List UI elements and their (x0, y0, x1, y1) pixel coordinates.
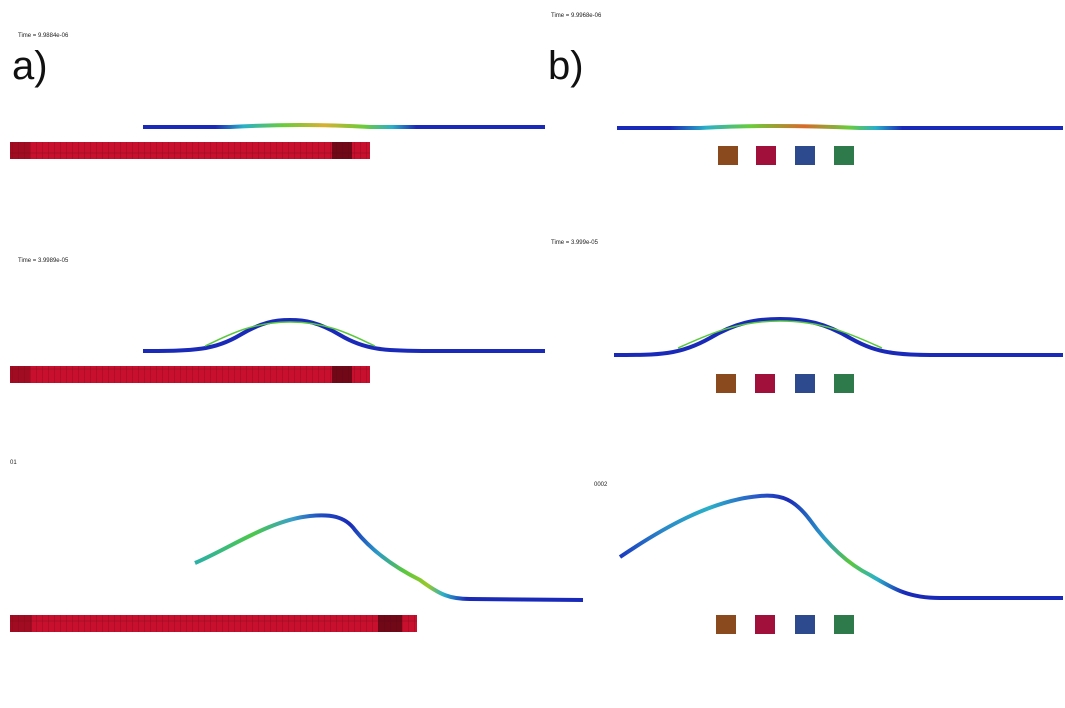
electrode-a3 (10, 615, 417, 632)
coil-crimson (755, 374, 775, 393)
time-label-b2: Time = 3.999e-05 (551, 240, 598, 246)
coil-blue (795, 615, 815, 634)
time-label-a3: 01 (10, 460, 17, 466)
frame-a3 (10, 513, 584, 632)
coils-b3 (716, 615, 854, 634)
time-label-a1: Time = 9.9884e-06 (18, 33, 69, 39)
frame-b2 (613, 316, 1063, 393)
panel-label-a: a) (12, 44, 48, 88)
coil-green (834, 615, 854, 634)
coil-brown (716, 615, 736, 634)
coil-blue (795, 374, 815, 393)
electrode-a2 (10, 366, 370, 383)
time-label-b3: 0002 (594, 482, 608, 488)
coil-crimson (756, 146, 776, 165)
coil-brown (716, 374, 736, 393)
panel-label-b: b) (548, 44, 584, 88)
coils-b1 (718, 146, 854, 165)
frame-b1 (617, 124, 1063, 165)
electrode-a1 (10, 142, 370, 159)
time-label-a2: Time = 3.9989e-05 (18, 258, 69, 264)
frame-b3 (618, 493, 1063, 634)
sheet-a3 (194, 513, 584, 602)
frame-a1 (10, 123, 545, 159)
coil-green (834, 146, 854, 165)
sheet-b2 (613, 316, 1063, 357)
coil-blue (795, 146, 815, 165)
coil-green (834, 374, 854, 393)
coil-crimson (755, 615, 775, 634)
sheet-b1 (617, 124, 1063, 130)
sheet-a2 (142, 317, 545, 353)
coils-b2 (716, 374, 854, 393)
sheet-b3 (618, 493, 1063, 600)
coil-brown (718, 146, 738, 165)
frame-a2 (10, 317, 545, 383)
time-label-b1: Time = 9.9968e-06 (551, 13, 602, 19)
sheet-a1 (143, 123, 545, 129)
